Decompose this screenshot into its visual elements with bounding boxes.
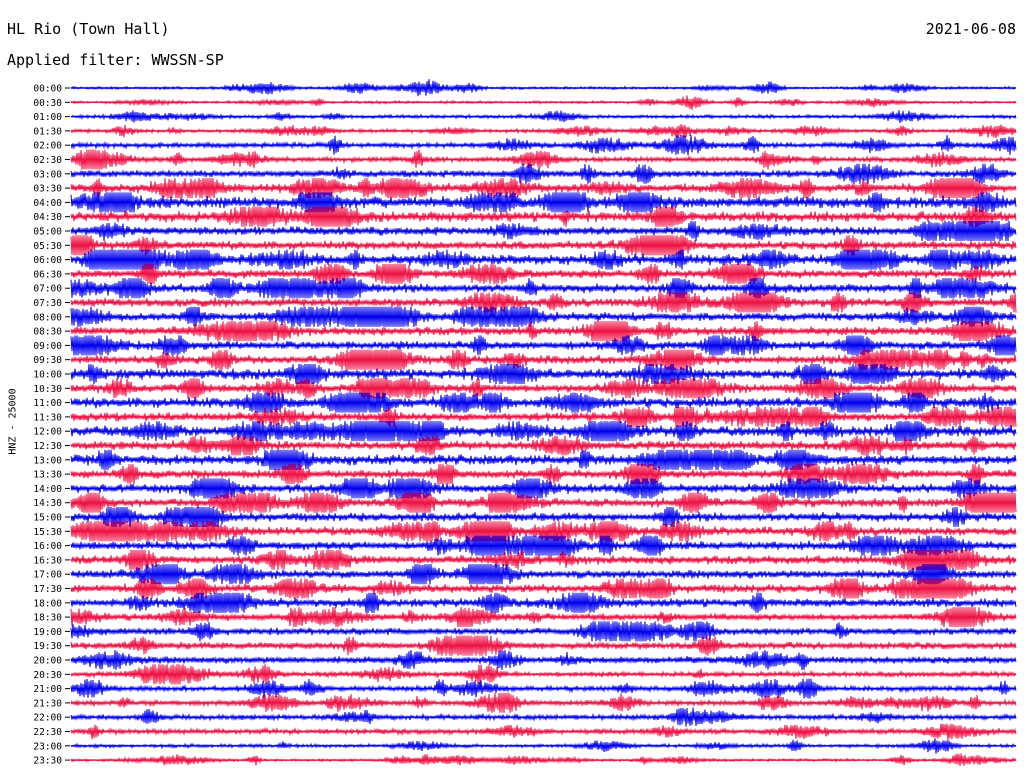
row-time-label: 13:30 — [33, 470, 62, 481]
row-time-label: 10:00 — [33, 370, 62, 381]
seismic-trace — [70, 621, 1017, 642]
row-time-label: 20:30 — [33, 670, 62, 681]
row-time-label: 02:30 — [33, 155, 62, 166]
row-time-label: 23:00 — [33, 741, 62, 752]
row-time-label: 08:00 — [33, 312, 62, 323]
station-title: HL Rio (Town Hall) — [7, 20, 170, 38]
row-time-label: 11:00 — [33, 398, 62, 409]
row-time-label: 22:00 — [33, 713, 62, 724]
row-time-label: 12:00 — [33, 427, 62, 438]
row-time-label: 00:30 — [33, 98, 62, 109]
row-time-label: 15:30 — [33, 527, 62, 538]
row-time-label: 17:00 — [33, 570, 62, 581]
row-time-label: 01:00 — [33, 112, 62, 123]
row-time-label: 18:30 — [33, 613, 62, 624]
row-time-label: 17:30 — [33, 584, 62, 595]
row-time-label: 03:00 — [33, 169, 62, 180]
row-time-label: 05:30 — [33, 241, 62, 252]
seismic-trace — [70, 723, 1017, 741]
row-time-label: 23:30 — [33, 756, 62, 767]
row-time-label: 22:30 — [33, 727, 62, 738]
row-time-label: 02:00 — [33, 141, 62, 152]
plot-date: 2021-06-08 — [925, 20, 1016, 38]
seismic-trace — [70, 235, 1017, 256]
row-time-label: 16:00 — [33, 541, 62, 552]
row-time-label: 14:30 — [33, 498, 62, 509]
row-time-label: 13:00 — [33, 455, 62, 466]
row-time-label: 00:00 — [33, 84, 62, 95]
row-time-label: 04:00 — [33, 198, 62, 209]
row-time-label: 07:00 — [33, 284, 62, 295]
row-time-label: 06:00 — [33, 255, 62, 266]
row-time-label: 15:00 — [33, 513, 62, 524]
row-time-label: 08:30 — [33, 327, 62, 338]
row-time-label: 18:00 — [33, 598, 62, 609]
filter-label: Applied filter: WWSSN-SP — [7, 51, 224, 69]
row-time-label: 09:00 — [33, 341, 62, 352]
row-time-label: 11:30 — [33, 412, 62, 423]
row-time-label: 07:30 — [33, 298, 62, 309]
row-time-label: 19:30 — [33, 641, 62, 652]
row-time-label: 21:30 — [33, 698, 62, 709]
row-time-label: 16:30 — [33, 555, 62, 566]
row-time-label: 21:00 — [33, 684, 62, 695]
row-time-label: 09:30 — [33, 355, 62, 366]
row-time-label: 04:30 — [33, 212, 62, 223]
row-time-label: 06:30 — [33, 269, 62, 280]
row-time-label: 01:30 — [33, 126, 62, 137]
row-time-label: 14:00 — [33, 484, 62, 495]
row-time-label: 05:00 — [33, 227, 62, 238]
row-time-label: 19:00 — [33, 627, 62, 638]
row-time-label: 10:30 — [33, 384, 62, 395]
row-time-label: 03:30 — [33, 184, 62, 195]
row-time-label: 20:00 — [33, 656, 62, 667]
row-time-label: 12:30 — [33, 441, 62, 452]
